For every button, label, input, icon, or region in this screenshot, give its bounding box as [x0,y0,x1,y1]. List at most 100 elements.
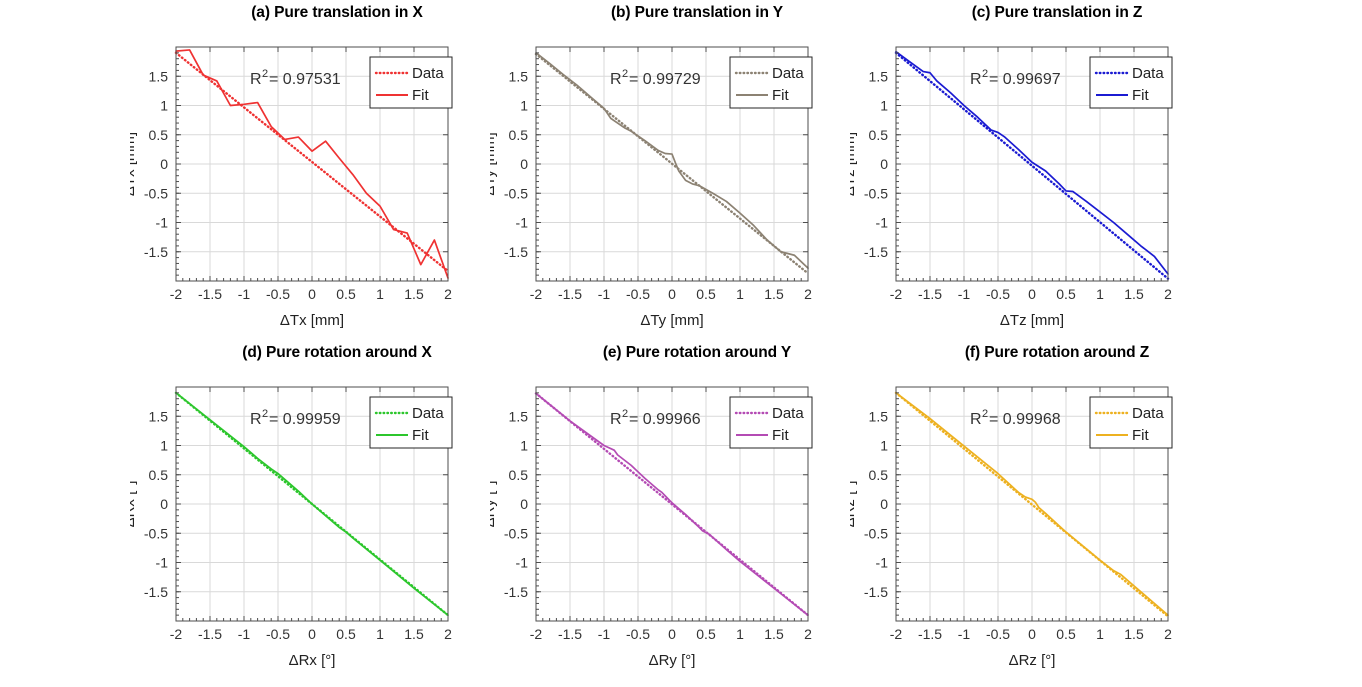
y-tick-label: 0 [520,496,528,512]
series-fit-c [895,50,1169,275]
y-tick-label: -1 [876,555,889,571]
panel-title-f: (f) Pure rotation around Z [964,344,1150,361]
y-tick-label: -0.5 [144,525,168,541]
y-tick-label: 1 [160,98,168,114]
x-tick-label: 2 [804,286,812,302]
x-tick-label: 1.5 [764,286,784,302]
panel-f: (f) Pure rotation around Z -2 -1.5 -1 -0.5 0 0… [850,340,1264,670]
y-tick-label: -1 [516,555,529,571]
legend-d[interactable]: Data Fit [369,396,453,449]
x-tick-label: 1.5 [1124,626,1144,642]
y-tick-label: -0.5 [864,525,888,541]
y-tick-label: 0.5 [509,127,529,143]
x-tick-label: 0 [1028,286,1036,302]
x-tick-label: 0 [668,626,676,642]
y-tick-label: 1.5 [149,68,169,84]
panel-d: (d) Pure rotation around X -2 -1.5 -1 -0.5 0 0… [130,340,544,670]
r-squared-value: = 0.99959 [269,411,341,428]
x-tick-label: -2 [890,626,903,642]
x-axis-label-b: ΔTy [mm] [640,312,703,329]
y-axis-label-b: ΔTy [mm] [490,132,498,195]
plot-f: -2 -1.5 -1 -0.5 0 0.5 1 1.5 2 -1.5 -1 -0.5 0 0.5 1 1.5 Δ… [850,386,1173,669]
legend-label-fit: Fit [772,87,789,104]
x-tick-label: -1 [238,626,251,642]
y-tick-label: 1 [880,98,888,114]
legend-label-data: Data [1132,405,1164,422]
plot-c: -2 -1.5 -1 -0.5 0 0.5 1 1.5 2 -1.5 -1 -0.5 0 0.5 1 1.5 Δ… [850,46,1173,329]
y-tick-label: 0 [880,156,888,172]
plot-e: -2 -1.5 -1 -0.5 0 0.5 1 1.5 2 -1.5 -1 -0.5 0 0.5 1 1.5 Δ… [490,386,813,669]
r-squared-value: = 0.97531 [269,71,341,88]
plot-d: -2 -1.5 -1 -0.5 0 0.5 1 1.5 2 -1.5 -1 -0.5 0 0.5 1 1.5 Δ… [130,386,453,669]
y-tick-label: 1 [880,438,888,454]
x-tick-label: 1 [736,626,744,642]
x-tick-label: -0.5 [986,626,1010,642]
y-tick-label: -1.5 [504,244,528,260]
x-tick-label: -1 [598,286,611,302]
legend-b[interactable]: Data Fit [729,56,813,109]
x-tick-label: 0.5 [1056,286,1076,302]
y-tick-label: 0.5 [869,467,889,483]
x-tick-label: -1 [958,286,971,302]
plot-a: -2 -1.5 -1 -0.5 0 0.5 1 1.5 2 -1.5 -1 -0.5 0 0.5 1 1.5 Δ… [130,46,453,329]
series-fit-d [175,391,449,616]
y-tick-label: 0 [160,496,168,512]
y-tick-label: -1.5 [504,584,528,600]
x-tick-label: 2 [444,286,452,302]
x-tick-label: 1 [736,286,744,302]
y-axis-label-e: ΔRy [°] [490,481,498,528]
r-squared-exponent: 2 [262,408,268,420]
x-tick-label: -1.5 [918,626,942,642]
x-tick-label: -2 [170,626,183,642]
y-tick-label: 0.5 [509,467,529,483]
y-tick-label: 0.5 [149,127,169,143]
x-tick-label: -2 [530,626,543,642]
x-tick-label: 0 [1028,626,1036,642]
r-squared-exponent: 2 [262,68,268,80]
y-tick-label: 1 [520,438,528,454]
x-tick-label: -2 [170,286,183,302]
r-squared-symbol: R [970,71,982,88]
x-tick-label: 1.5 [1124,286,1144,302]
panel-b: (b) Pure translation in Y -2 -1.5 -1 -0.5 0 0.… [490,0,904,330]
x-tick-label: 2 [804,626,812,642]
ticks-b: -2 -1.5 -1 -0.5 0 0.5 1 1.5 2 -1.5 -1 -0.5 0 0.5 1 1.5 [504,46,812,302]
y-tick-label: -1.5 [864,584,888,600]
series-fit-b [535,51,809,269]
x-axis-label-a: ΔTx [mm] [280,312,344,329]
series-data-f [894,391,1170,618]
legend-a[interactable]: Data Fit [369,56,453,109]
r-squared-symbol: R [250,71,262,88]
y-tick-label: 0 [160,156,168,172]
r-squared-exponent: 2 [982,68,988,80]
x-axis-label-f: ΔRz [°] [1009,652,1056,669]
legend-box [369,396,453,449]
legend-f[interactable]: Data Fit [1089,396,1173,449]
x-tick-label: 1 [1096,286,1104,302]
panel-title-a: (a) Pure translation in X [251,4,423,21]
legend-c[interactable]: Data Fit [1089,56,1173,109]
ticks-a: -2 -1.5 -1 -0.5 0 0.5 1 1.5 2 -1.5 -1 -0.5 0 0.5 1 1.5 [144,46,452,302]
x-tick-label: 0.5 [1056,626,1076,642]
y-axis-label-d: ΔRx [°] [130,481,138,528]
legend-box [369,56,453,109]
legend-e[interactable]: Data Fit [729,396,813,449]
x-tick-label: -1.5 [198,286,222,302]
legend-box [729,396,813,449]
r-squared-value: = 0.99968 [989,411,1061,428]
x-tick-label: -1.5 [558,286,582,302]
x-tick-label: 0.5 [336,286,356,302]
r-squared-symbol: R [610,411,622,428]
legend-label-data: Data [772,65,804,82]
y-tick-label: 1 [160,438,168,454]
ticks-d: -2 -1.5 -1 -0.5 0 0.5 1 1.5 2 -1.5 -1 -0.5 0 0.5 1 1.5 [144,386,452,642]
y-tick-label: 1.5 [869,68,889,84]
legend-box [729,56,813,109]
y-tick-label: -1.5 [144,244,168,260]
x-tick-label: 0.5 [696,286,716,302]
legend-label-data: Data [412,405,444,422]
panel-e: (e) Pure rotation around Y -2 -1.5 -1 -0.5 0 0… [490,340,904,670]
